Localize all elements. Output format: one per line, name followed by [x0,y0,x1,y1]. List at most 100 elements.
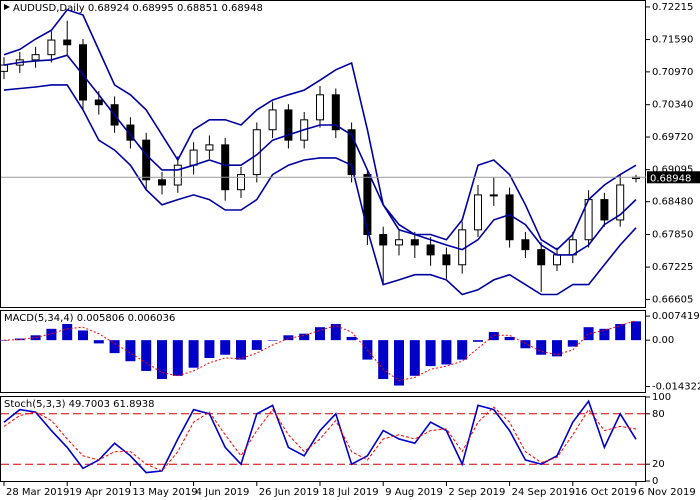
macd-bar [251,340,262,350]
y-tick-label: 0.71590 [652,35,693,46]
y-tick-label: 100 [652,392,671,403]
macd-bar [14,338,25,341]
candle-body [363,174,372,236]
macd-bar [62,323,73,341]
macd-bar [93,340,104,344]
macd-bar [615,323,626,341]
candle-body [142,139,151,181]
candle-body [395,239,403,246]
macd-bar [283,335,294,341]
y-tick-label: 0.69095 [652,165,693,176]
macd-bar [583,327,594,341]
macd-bar [141,340,152,371]
macd-bar [473,340,483,342]
y-tick-label: 0.69720 [652,132,693,143]
x-tick-label: 13 May 2019 [132,487,197,498]
candle-body [79,44,87,101]
macd-panel [0,310,646,393]
x-tick-label: 28 Mar 2019 [6,487,69,498]
x-tick-label: 16 Oct 2019 [575,487,637,498]
macd-bar [599,328,610,341]
candle-body [410,239,419,246]
y-tick-label: 0.007419 [652,311,700,322]
candle-body [284,109,293,141]
y-tick-label: 20 [652,459,665,470]
candle-body [616,184,625,221]
macd-bar [425,340,436,367]
candle-body [31,54,40,61]
y-tick-label: 0.00 [652,335,674,346]
macd-bar [315,327,325,341]
macd-bar [78,330,88,341]
candle-body [63,39,72,46]
y-tick-label: 0.72215 [652,2,693,13]
macd-bar [236,340,246,360]
stoch-title: Stoch(5,3,3) 49.7003 61.8938 [4,399,155,410]
candle-body [426,244,435,256]
macd-bar [30,335,41,341]
macd-bar [552,340,562,357]
candle-body [189,149,198,166]
candle-body [158,179,166,186]
last-price-box [647,171,700,184]
macd-bar [536,340,547,355]
candle-body [316,94,324,121]
candle-body [553,254,561,266]
macd-title: MACD(5,34,4) 0.005806 0.006036 [4,313,175,324]
candle-body [221,144,230,191]
candle-body [489,194,498,197]
candle-body [331,94,340,131]
x-tick-label: 9 Aug 2019 [385,487,443,498]
macd-bar [204,340,215,358]
macd-bar [394,340,404,386]
macd-bar [267,340,278,341]
macd-bar [409,340,420,376]
candle-body [442,254,451,266]
macd-bar [346,336,357,341]
macd-bar [520,340,531,349]
x-tick-label: 4 Jun 2019 [196,487,250,498]
macd-bar [457,340,468,360]
last-price-label: 0.68948 [650,173,691,184]
candle-body [0,64,8,72]
y-tick-label: 0.70970 [652,67,693,78]
candle-body [474,194,482,231]
candle-body [205,144,214,151]
line [3,84,637,296]
candle-body [600,199,609,221]
y-tick-label: 80 [652,409,665,420]
line [3,54,637,256]
macd-bar [631,321,641,341]
x-tick-label: 18 Jul 2019 [322,487,379,498]
y-tick-label: 0.67225 [652,262,693,273]
y-tick-label: 0.66605 [652,294,693,305]
y-tick-label: 0.68480 [652,197,693,208]
candle-body [521,239,530,251]
price-panel [0,0,646,308]
macd-bar [504,336,515,341]
macd-bar [220,340,231,355]
y-tick-label: 0 [652,476,658,487]
x-tick-label: 19 Apr 2019 [69,487,131,498]
line [3,399,637,474]
macd-bar [567,340,578,347]
x-tick-label: 26 Jun 2019 [259,487,319,498]
symbol-icon [4,4,10,10]
macd-bar [188,340,199,368]
macd-bar [109,340,120,354]
candle-body [347,129,356,176]
stoch-panel [0,396,646,482]
line [3,320,637,382]
macd-bar [157,340,167,380]
candle-body [537,249,546,266]
line [3,406,637,472]
candle-body [173,164,182,186]
macd-bar [488,332,499,341]
x-tick-label: 24 Sep 2019 [512,487,575,498]
price-title: AUDUSD,Daily 0.68924 0.68995 0.68851 0.6… [13,3,263,14]
candle-body [94,99,103,106]
macd-bar [46,328,57,341]
macd-bar [330,323,341,341]
x-tick-label: 6 Nov 2019 [638,487,696,498]
